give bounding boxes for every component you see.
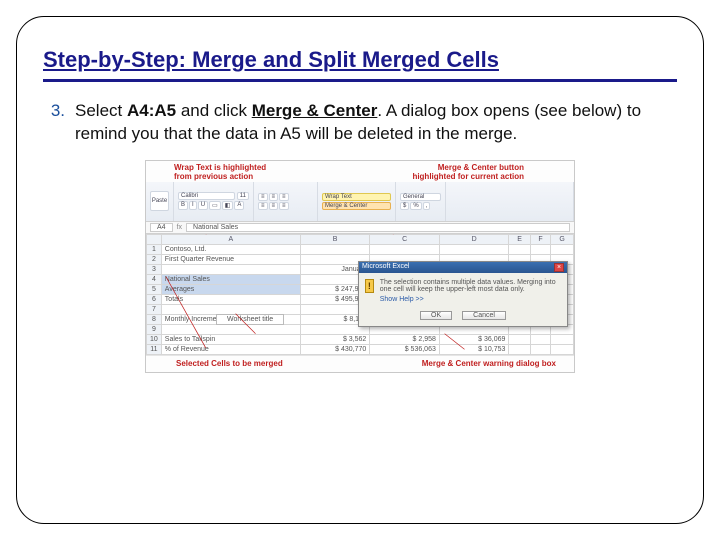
mergecenter-button[interactable]: Merge & Center — [322, 202, 391, 210]
align-tr[interactable]: ≡ — [279, 193, 289, 201]
warning-icon: ! — [365, 279, 374, 293]
col-header[interactable]: E — [509, 234, 530, 244]
range-ref: A4:A5 — [127, 101, 176, 120]
dialog-body: ! The selection contains multiple data v… — [359, 273, 567, 309]
annot-top-right: Merge & Center button highlighted for cu… — [412, 163, 564, 181]
fontcolor-button[interactable]: A — [234, 201, 244, 210]
comma-button[interactable]: , — [423, 202, 431, 210]
dialog-message: The selection contains multiple data val… — [380, 279, 561, 303]
show-help-link[interactable]: Show Help >> — [380, 296, 561, 303]
worksheet-caption-box: Worksheet title — [216, 314, 284, 325]
step-number: 3. — [43, 100, 65, 123]
wraptext-button[interactable]: Wrap Text — [322, 193, 391, 201]
bottom-annotations: Selected Cells to be merged Merge & Cent… — [146, 355, 574, 372]
table-row[interactable]: 1Contoso, Ltd. — [147, 244, 574, 254]
ribbon-align: ≡ ≡ ≡ ≡ ≡ ≡ — [254, 182, 318, 221]
ribbon-number: General $ % , — [396, 182, 446, 221]
annot-tr-1: Merge & Center button — [412, 163, 524, 172]
formula-input[interactable]: National Sales — [186, 223, 570, 232]
align-tl[interactable]: ≡ — [258, 193, 268, 201]
cancel-button[interactable]: Cancel — [462, 311, 506, 320]
annot-bottom-right: Merge & Center warning dialog box — [422, 359, 556, 368]
paste-button[interactable]: Paste — [150, 191, 169, 211]
annot-tr-2: highlighted for current action — [412, 172, 524, 181]
align-tc[interactable]: ≡ — [269, 193, 279, 201]
ribbon-font: Calibri 11 B I U ▭ ◧ A — [174, 182, 254, 221]
t2: and click — [176, 101, 252, 120]
fill-button[interactable]: ◧ — [222, 201, 234, 210]
align-bl[interactable]: ≡ — [258, 202, 268, 210]
embedded-screenshot: Wrap Text is highlighted from previous a… — [145, 160, 575, 373]
ribbon: Paste Calibri 11 B I U ▭ ◧ A ≡ — [146, 182, 574, 222]
dialog-msg-text: The selection contains multiple data val… — [380, 279, 561, 293]
annot-bottom-left: Selected Cells to be merged — [176, 359, 283, 368]
annot-tl-1: Wrap Text is highlighted — [174, 163, 266, 172]
dialog-titlebar: Microsoft Excel × — [359, 262, 567, 273]
btn-ref: Merge & Center — [252, 101, 378, 120]
font-select[interactable]: Calibri — [178, 192, 235, 200]
warning-dialog: Microsoft Excel × ! The selection contai… — [358, 261, 568, 327]
col-header[interactable]: F — [530, 234, 551, 244]
annot-top-left: Wrap Text is highlighted from previous a… — [174, 163, 266, 181]
close-icon[interactable]: × — [554, 263, 564, 272]
border-button[interactable]: ▭ — [209, 201, 221, 210]
currency-button[interactable]: $ — [400, 202, 409, 210]
step-text: Select A4:A5 and click Merge & Center. A… — [75, 100, 677, 146]
fx-icon[interactable]: fx — [177, 224, 182, 231]
table-row[interactable]: 11% of Revenue$ 430,770$ 536,063$ 10,753 — [147, 344, 574, 354]
slide-frame: Step-by-Step: Merge and Split Merged Cel… — [16, 16, 704, 524]
dialog-title: Microsoft Excel — [362, 263, 409, 272]
col-header[interactable]: G — [551, 234, 574, 244]
step-body: 3. Select A4:A5 and click Merge & Center… — [43, 100, 677, 146]
col-header[interactable]: B — [300, 234, 370, 244]
col-header[interactable]: C — [370, 234, 440, 244]
align-br[interactable]: ≡ — [279, 202, 289, 210]
ribbon-merge: Wrap Text Merge & Center — [318, 182, 396, 221]
italic-button[interactable]: I — [189, 201, 197, 210]
dialog-buttons: OK Cancel — [359, 309, 567, 326]
col-header[interactable]: D — [439, 234, 509, 244]
ribbon-rest — [446, 182, 574, 221]
percent-button[interactable]: % — [410, 202, 421, 210]
col-header[interactable] — [147, 234, 162, 244]
table-row[interactable]: 10Sales to Tailspin$ 3,562$ 2,958$ 36,06… — [147, 334, 574, 344]
top-annotations: Wrap Text is highlighted from previous a… — [146, 161, 574, 182]
underline-button[interactable]: U — [198, 201, 208, 210]
fontsize-select[interactable]: 11 — [237, 192, 249, 200]
namebox[interactable]: A4 — [150, 223, 173, 232]
numformat-select[interactable]: General — [400, 193, 441, 201]
ok-button[interactable]: OK — [420, 311, 452, 320]
t1: Select — [75, 101, 127, 120]
align-bc[interactable]: ≡ — [269, 202, 279, 210]
formula-bar: A4 fx National Sales — [146, 222, 574, 234]
ribbon-clipboard: Paste — [146, 182, 174, 221]
worksheet: ABCDEFG 1Contoso, Ltd.2First Quarter Rev… — [146, 234, 574, 355]
annot-tl-2: from previous action — [174, 172, 266, 181]
slide-title: Step-by-Step: Merge and Split Merged Cel… — [43, 47, 677, 82]
bold-button[interactable]: B — [178, 201, 188, 210]
col-header[interactable]: A — [161, 234, 300, 244]
